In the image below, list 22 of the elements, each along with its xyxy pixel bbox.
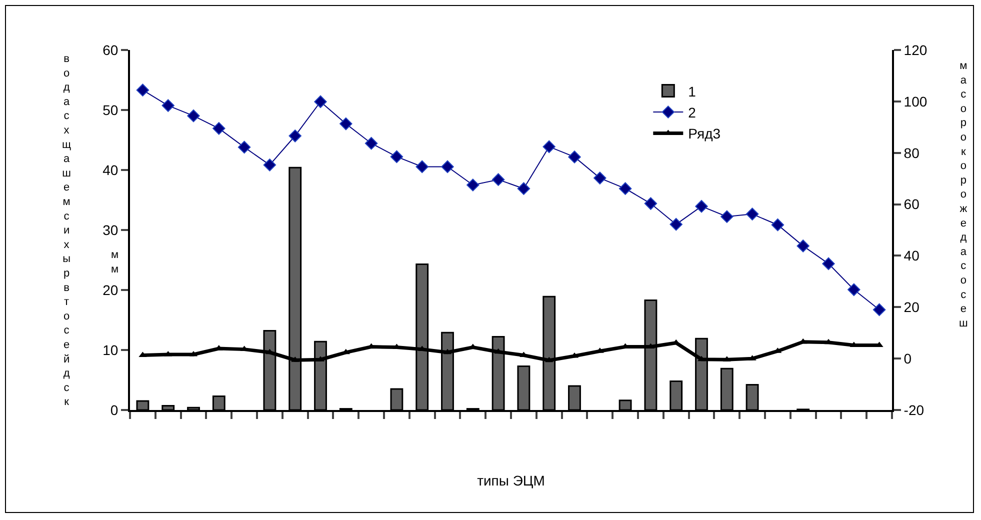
y2-tick-label: 60 <box>904 196 920 212</box>
y2-tick-label: 100 <box>904 93 928 110</box>
y2-tick-label: 80 <box>904 144 920 161</box>
x-axis-title: типы ЭЦМ <box>477 472 545 489</box>
text: мм <box>111 249 119 276</box>
y-tick-label: 40 <box>102 162 118 178</box>
y-tick-label: 60 <box>102 42 118 58</box>
y-tick-label: 0 <box>110 402 118 418</box>
y-tick-label: 10 <box>102 342 118 358</box>
y2-tick-label: -20 <box>904 402 924 418</box>
y-tick-label: 30 <box>102 222 118 238</box>
legend-label: 1 <box>688 83 696 100</box>
y-tick-label: 50 <box>102 102 118 118</box>
y2-tick-label: 20 <box>904 299 920 316</box>
text: масорокорожедасосеш <box>959 60 968 330</box>
legend-label: 2 <box>688 104 696 120</box>
y-tick-label: 20 <box>102 282 118 298</box>
text: водасхщашемсихырвтосейдск <box>62 53 72 408</box>
legend-label: Ряд3 <box>688 126 721 142</box>
y2-tick-label: 0 <box>904 350 912 366</box>
y2-tick-label: 120 <box>904 42 928 58</box>
y2-tick-label: 40 <box>904 248 920 264</box>
